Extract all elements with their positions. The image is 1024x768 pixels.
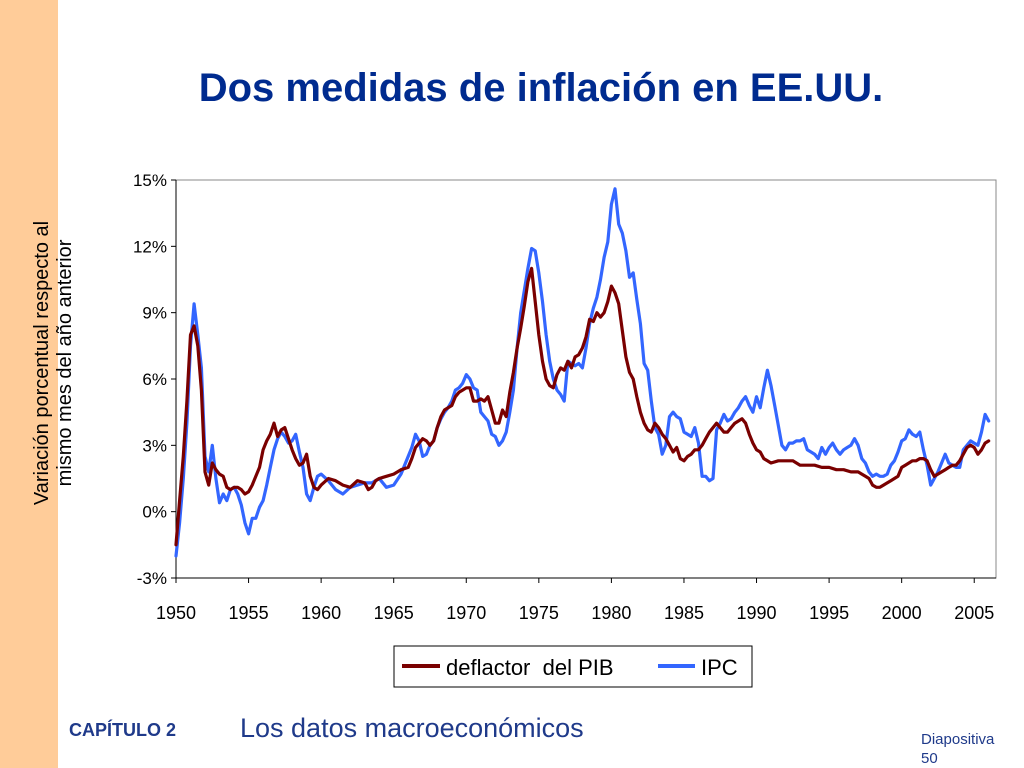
x-tick-label: 1980: [591, 603, 631, 623]
y-tick-label: -3%: [137, 569, 167, 588]
y-tick-label: 0%: [142, 503, 167, 522]
y-tick-label: 12%: [133, 237, 167, 256]
x-tick-label: 2005: [954, 603, 994, 623]
data-lines: [174, 187, 991, 558]
axes: -3% 0% 3% 6% 9% 12% 15% 1950 1955 1960 1965 1970 197…: [133, 171, 996, 623]
slide-number: 50: [921, 750, 938, 767]
x-tick-label: 1950: [156, 603, 196, 623]
x-tick-label: 1990: [737, 603, 777, 623]
deflator-series-line: [174, 266, 991, 547]
footer-chapter: CAPÍTULO 2: [69, 720, 177, 740]
y-tick-label: 9%: [142, 304, 167, 323]
x-tick-label: 1975: [519, 603, 559, 623]
y-tick-label: 6%: [142, 370, 167, 389]
x-tick-label: 1955: [229, 603, 269, 623]
x-tick-label: 1965: [374, 603, 414, 623]
legend-label-deflator: deflactor del PIB: [446, 655, 614, 680]
slide-title: Dos medidas de inflación en EE.UU.: [198, 66, 884, 110]
x-tick-label: 1995: [809, 603, 849, 623]
legend-label-cpi: IPC: [701, 655, 738, 680]
plot-area-frame: [175, 179, 997, 579]
left-accent-band: [0, 0, 58, 768]
slide-word: Diapositiva: [921, 731, 995, 748]
y-tick-label: 15%: [133, 171, 167, 190]
footer-slide-number: Diapositiva 50: [921, 730, 1021, 768]
cpi-series-line: [174, 187, 991, 558]
legend: deflactor del PIB IPC: [393, 645, 753, 688]
footer-topic: Los datos macroeconómicos: [240, 713, 584, 743]
x-tick-label: 1970: [446, 603, 486, 623]
x-tick-label: 2000: [882, 603, 922, 623]
x-tick-label: 1960: [301, 603, 341, 623]
x-tick-label: 1985: [664, 603, 704, 623]
y-tick-label: 3%: [142, 436, 167, 455]
